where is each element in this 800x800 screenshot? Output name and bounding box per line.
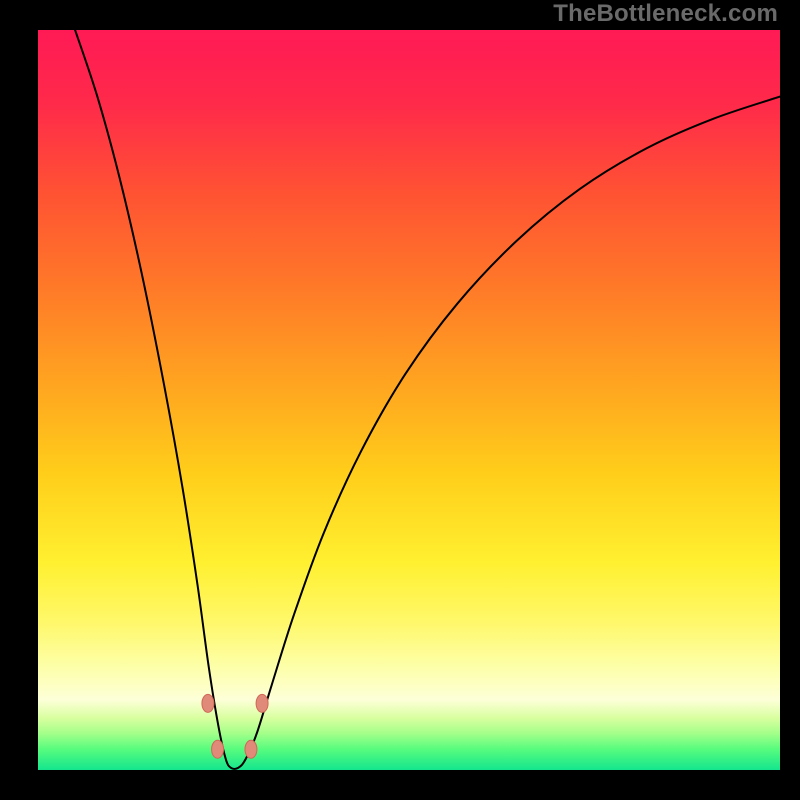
curve-marker [256, 694, 268, 712]
curve-marker [202, 694, 214, 712]
curve-marker [212, 740, 224, 758]
gradient-background [38, 30, 780, 770]
curve-marker [245, 740, 257, 758]
chart-container: TheBottleneck.com [0, 0, 800, 800]
bottleneck-chart [38, 30, 780, 770]
watermark-text: TheBottleneck.com [553, 0, 778, 28]
